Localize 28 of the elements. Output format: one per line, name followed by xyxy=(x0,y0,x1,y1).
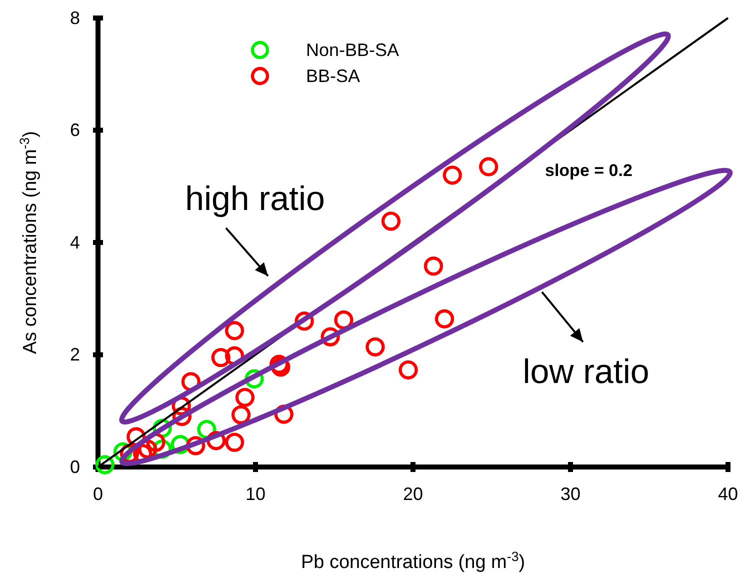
x-tick-label: 20 xyxy=(402,484,424,504)
point xyxy=(224,432,244,452)
point xyxy=(424,256,444,276)
point xyxy=(224,321,244,340)
legend-label: BB-SA xyxy=(306,66,360,86)
x-tick-label: 30 xyxy=(560,484,581,504)
y-tick-label: 0 xyxy=(70,456,80,477)
point xyxy=(434,309,454,328)
x-axis-title: Pb concentrations (ng m$^{-3}$) xyxy=(300,548,526,573)
point xyxy=(211,348,230,368)
point xyxy=(479,157,498,176)
point xyxy=(235,388,255,407)
annotation: high ratio xyxy=(185,180,325,218)
legend-label: Non-BB-SA xyxy=(306,40,400,60)
point xyxy=(442,166,462,185)
point xyxy=(231,405,251,424)
x-tick-label: 0 xyxy=(92,484,104,504)
y-tick-label: 2 xyxy=(70,344,80,365)
point xyxy=(381,212,401,231)
y-tick-label: 6 xyxy=(70,120,80,140)
point xyxy=(366,337,385,356)
y-tick-label: 8 xyxy=(70,8,80,28)
x-tick-label: 40 xyxy=(718,484,738,504)
y-tick-label: 4 xyxy=(70,232,80,252)
annotation: low ratio xyxy=(522,353,650,391)
point xyxy=(398,360,418,380)
annotation: slope = 0.2 xyxy=(545,161,632,180)
x-tick-label: 10 xyxy=(245,484,266,504)
